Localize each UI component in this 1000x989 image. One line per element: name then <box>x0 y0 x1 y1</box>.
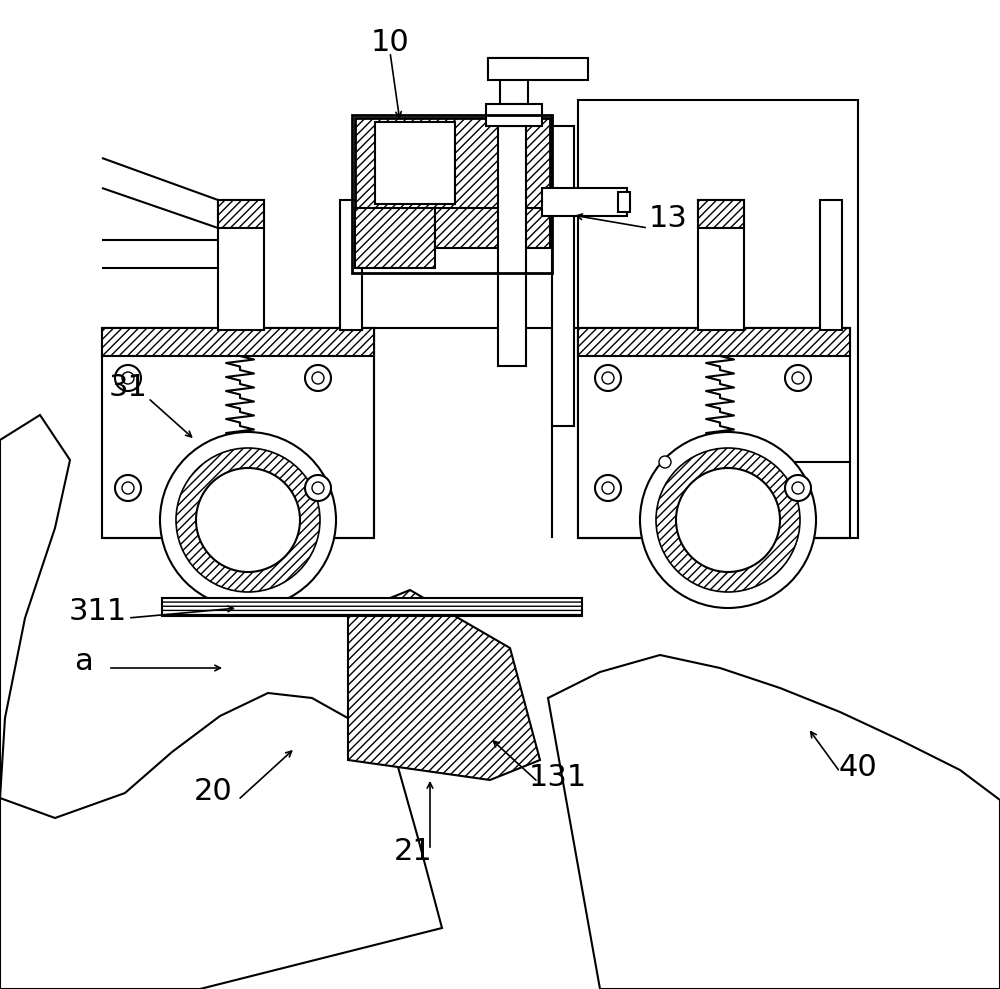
Bar <box>435 208 550 248</box>
Circle shape <box>792 482 804 494</box>
Bar <box>618 192 630 212</box>
Circle shape <box>115 365 141 391</box>
Polygon shape <box>0 415 442 989</box>
Bar <box>162 598 582 616</box>
Circle shape <box>602 372 614 384</box>
Bar <box>218 200 264 330</box>
Bar <box>102 328 374 356</box>
Text: 20: 20 <box>194 777 232 806</box>
Bar <box>698 200 744 330</box>
Circle shape <box>122 372 134 384</box>
Bar <box>578 328 850 538</box>
Bar <box>355 208 435 268</box>
Text: 40: 40 <box>839 754 877 782</box>
Circle shape <box>640 432 816 608</box>
Text: a: a <box>74 648 92 676</box>
Bar <box>698 200 744 228</box>
Bar <box>488 58 588 80</box>
Text: 10: 10 <box>371 28 409 56</box>
Bar <box>340 200 362 330</box>
Circle shape <box>595 365 621 391</box>
Text: 13: 13 <box>649 204 687 232</box>
Circle shape <box>656 448 800 592</box>
Bar <box>355 118 550 208</box>
Circle shape <box>676 468 780 572</box>
Polygon shape <box>348 590 540 780</box>
Circle shape <box>792 372 804 384</box>
Bar <box>500 76 528 104</box>
Circle shape <box>312 372 324 384</box>
Circle shape <box>196 468 300 572</box>
Bar <box>102 328 374 538</box>
Bar <box>820 200 842 330</box>
Bar <box>486 104 542 126</box>
Bar <box>542 188 627 216</box>
Bar <box>218 200 264 228</box>
Circle shape <box>305 365 331 391</box>
Text: 31: 31 <box>109 374 147 403</box>
Circle shape <box>595 475 621 501</box>
Circle shape <box>115 475 141 501</box>
Circle shape <box>602 482 614 494</box>
Circle shape <box>176 448 320 592</box>
Bar <box>552 126 574 426</box>
Circle shape <box>122 482 134 494</box>
Text: 311: 311 <box>69 597 127 626</box>
Bar <box>498 126 526 366</box>
Circle shape <box>305 475 331 501</box>
Bar <box>578 100 858 538</box>
Text: 131: 131 <box>529 764 587 792</box>
Polygon shape <box>548 655 1000 989</box>
Bar <box>352 115 552 273</box>
Circle shape <box>785 475 811 501</box>
Circle shape <box>312 482 324 494</box>
Text: 21: 21 <box>394 838 432 866</box>
Bar <box>488 58 540 76</box>
Bar <box>578 328 850 356</box>
Bar <box>375 122 455 204</box>
Circle shape <box>659 456 671 468</box>
Circle shape <box>160 432 336 608</box>
Circle shape <box>785 365 811 391</box>
